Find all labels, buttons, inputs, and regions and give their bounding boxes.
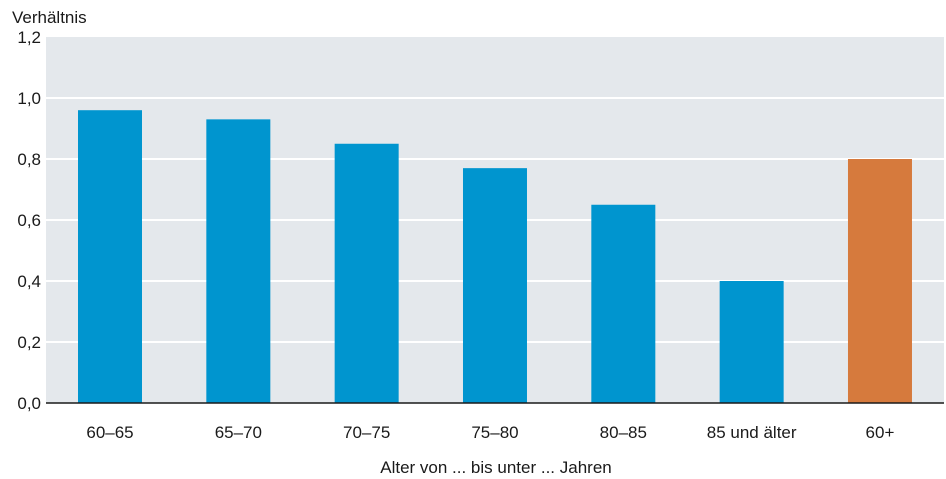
bar xyxy=(591,204,656,403)
bar xyxy=(78,110,142,403)
bar xyxy=(847,159,912,403)
y-tick-label: 1,0 xyxy=(17,89,41,108)
x-tick-label: 80–85 xyxy=(600,423,647,442)
x-tick-label: 75–80 xyxy=(471,423,518,442)
bar xyxy=(206,119,271,403)
y-axis-title: Verhältnis xyxy=(12,8,87,27)
x-tick-label: 60–65 xyxy=(86,423,133,442)
y-tick-label: 0,0 xyxy=(17,394,41,413)
y-tick-label: 0,4 xyxy=(17,272,41,291)
x-tick-label: 65–70 xyxy=(215,423,262,442)
y-tick-label: 0,2 xyxy=(17,333,41,352)
bar xyxy=(719,281,784,403)
bar xyxy=(334,143,399,403)
x-axis-title: Alter von ... bis unter ... Jahren xyxy=(380,458,612,477)
y-tick-labels: 0,0 0,2 0,4 0,6 0,8 1,0 1,2 xyxy=(17,28,41,413)
x-tick-labels: 60–65 65–70 70–75 75–80 80–85 85 und älter 60+ xyxy=(86,423,894,442)
y-tick-label: 0,6 xyxy=(17,211,41,230)
x-tick-label: 60+ xyxy=(866,423,895,442)
bar xyxy=(462,168,527,403)
y-tick-label: 1,2 xyxy=(17,28,41,47)
y-tick-label: 0,8 xyxy=(17,150,41,169)
bars xyxy=(78,110,912,403)
x-tick-label: 70–75 xyxy=(343,423,390,442)
x-tick-label: 85 und älter xyxy=(707,423,797,442)
